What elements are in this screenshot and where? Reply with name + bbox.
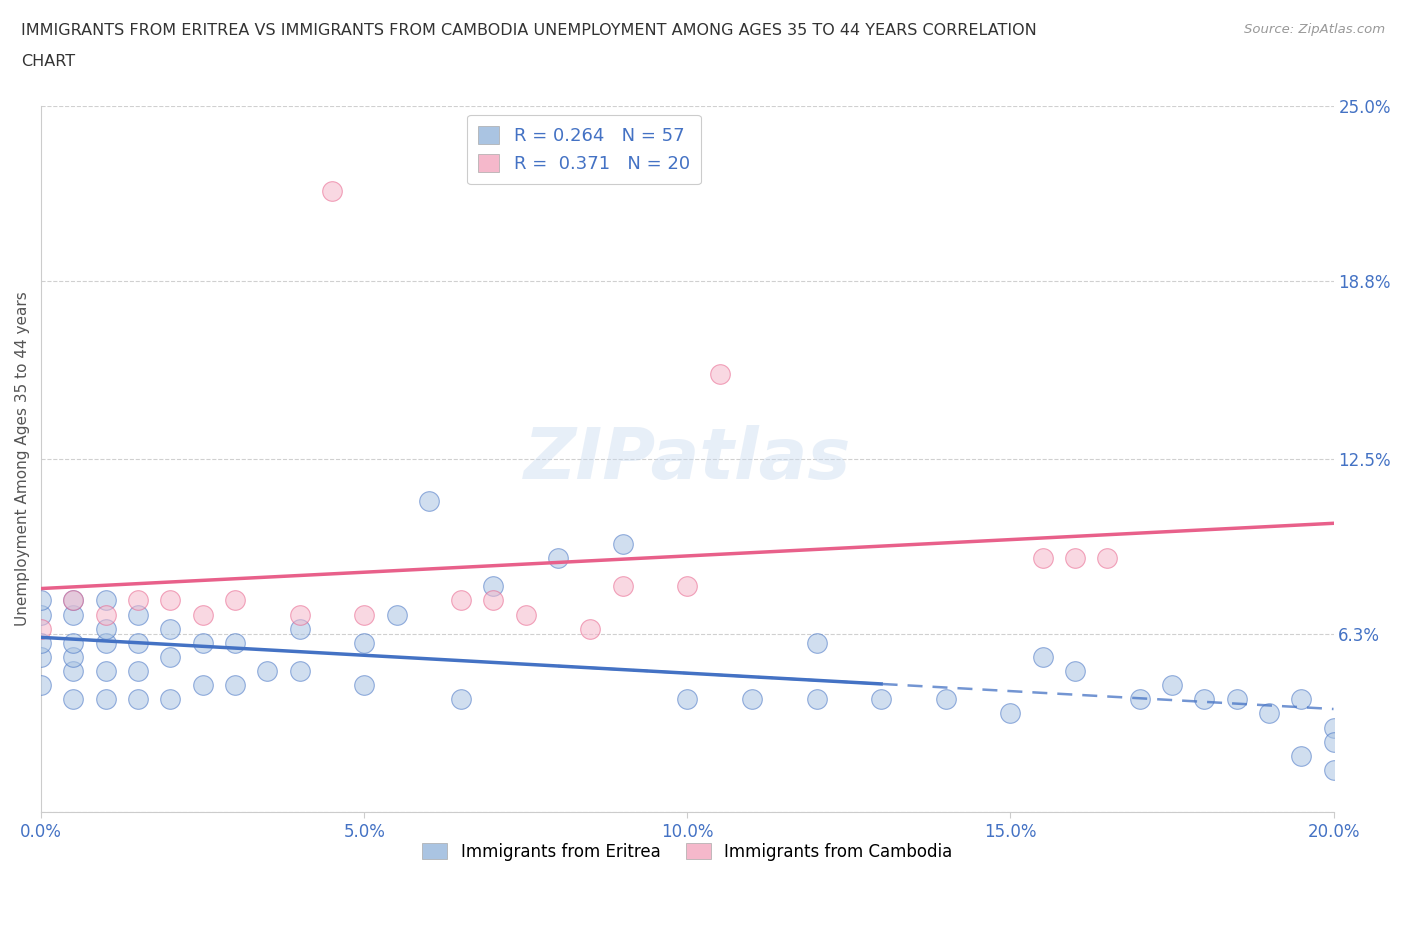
Point <box>62 593 84 608</box>
Point <box>709 366 731 381</box>
Point <box>1032 551 1054 565</box>
Text: ZIPatlas: ZIPatlas <box>523 424 851 494</box>
Point <box>1194 692 1216 707</box>
Point <box>62 692 84 707</box>
Point <box>62 664 84 679</box>
Point <box>1064 551 1087 565</box>
Point <box>30 593 52 608</box>
Point <box>353 607 375 622</box>
Point <box>741 692 763 707</box>
Legend: Immigrants from Eritrea, Immigrants from Cambodia: Immigrants from Eritrea, Immigrants from… <box>416 836 959 868</box>
Point <box>1064 664 1087 679</box>
Point <box>62 593 84 608</box>
Point <box>62 635 84 650</box>
Point <box>482 578 505 593</box>
Text: IMMIGRANTS FROM ERITREA VS IMMIGRANTS FROM CAMBODIA UNEMPLOYMENT AMONG AGES 35 T: IMMIGRANTS FROM ERITREA VS IMMIGRANTS FR… <box>21 23 1036 38</box>
Point <box>191 678 214 693</box>
Point <box>127 593 149 608</box>
Point <box>1322 720 1344 735</box>
Point <box>1097 551 1119 565</box>
Point <box>579 621 602 636</box>
Point <box>288 607 311 622</box>
Point <box>321 183 343 198</box>
Point <box>1226 692 1249 707</box>
Point <box>450 692 472 707</box>
Y-axis label: Unemployment Among Ages 35 to 44 years: Unemployment Among Ages 35 to 44 years <box>15 292 30 627</box>
Point <box>191 607 214 622</box>
Point <box>127 664 149 679</box>
Point <box>159 649 181 664</box>
Point <box>30 607 52 622</box>
Point <box>62 649 84 664</box>
Point <box>1322 763 1344 777</box>
Point <box>612 578 634 593</box>
Text: Source: ZipAtlas.com: Source: ZipAtlas.com <box>1244 23 1385 36</box>
Point <box>450 593 472 608</box>
Point <box>94 692 117 707</box>
Point <box>612 537 634 551</box>
Point <box>515 607 537 622</box>
Point <box>159 621 181 636</box>
Point <box>30 621 52 636</box>
Point <box>1000 706 1022 721</box>
Point <box>94 621 117 636</box>
Point <box>1257 706 1279 721</box>
Point <box>1129 692 1152 707</box>
Point <box>159 692 181 707</box>
Text: CHART: CHART <box>21 54 75 69</box>
Point <box>191 635 214 650</box>
Point <box>806 635 828 650</box>
Point <box>30 649 52 664</box>
Point <box>806 692 828 707</box>
Point <box>94 635 117 650</box>
Point <box>127 692 149 707</box>
Point <box>547 551 569 565</box>
Point <box>94 593 117 608</box>
Point <box>870 692 893 707</box>
Point <box>127 635 149 650</box>
Point <box>288 664 311 679</box>
Point <box>353 635 375 650</box>
Point <box>1032 649 1054 664</box>
Point <box>1322 735 1344 750</box>
Point <box>224 635 246 650</box>
Point <box>94 607 117 622</box>
Point <box>482 593 505 608</box>
Point <box>935 692 957 707</box>
Point <box>1289 749 1312 764</box>
Point <box>94 664 117 679</box>
Point <box>1289 692 1312 707</box>
Point <box>127 607 149 622</box>
Point <box>30 635 52 650</box>
Point <box>385 607 408 622</box>
Point <box>62 607 84 622</box>
Point <box>353 678 375 693</box>
Point <box>676 578 699 593</box>
Point <box>30 678 52 693</box>
Point <box>224 593 246 608</box>
Point <box>288 621 311 636</box>
Point <box>159 593 181 608</box>
Point <box>418 494 440 509</box>
Point <box>256 664 278 679</box>
Point <box>1161 678 1184 693</box>
Point <box>224 678 246 693</box>
Point <box>676 692 699 707</box>
